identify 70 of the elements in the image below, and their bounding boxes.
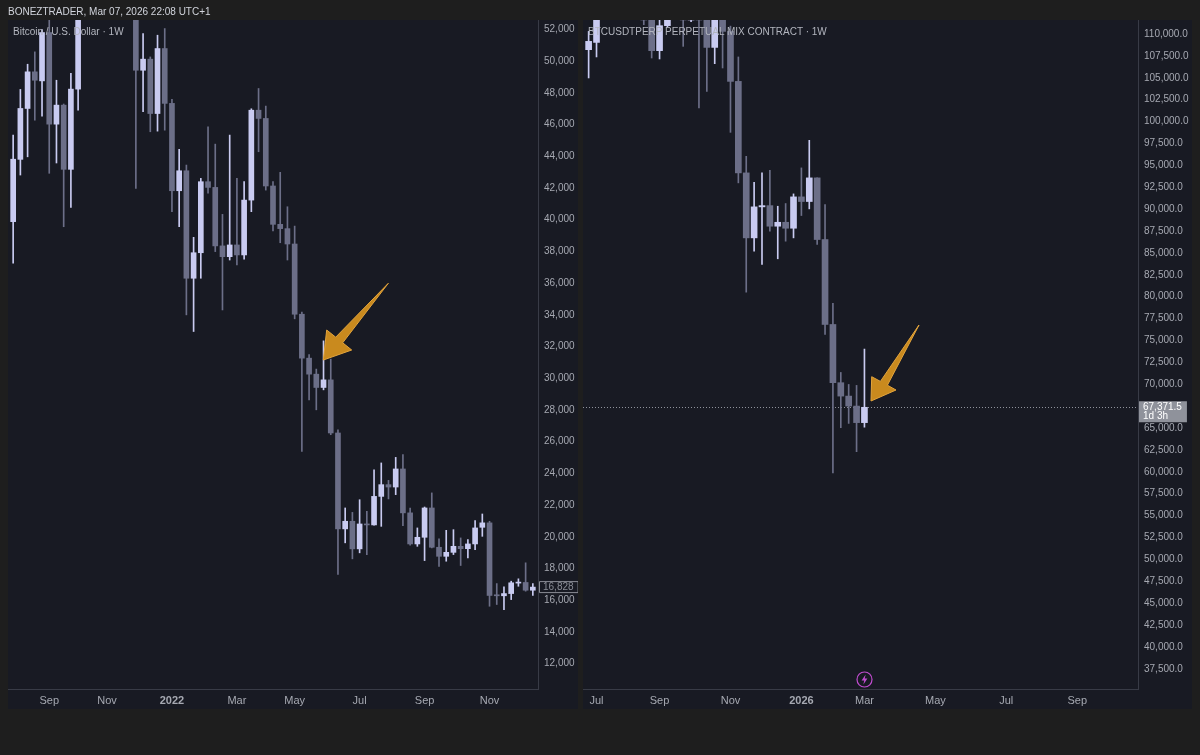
x-tick-label: Jul — [352, 693, 367, 706]
y-tick-label: 100,000.0 — [1144, 115, 1189, 127]
y-tick-label: 85,000.0 — [1144, 246, 1184, 258]
x-tick-label: 2022 — [159, 693, 185, 706]
y-tick-label: 14,000 — [544, 625, 576, 637]
x-tick-label: May — [924, 693, 947, 706]
x-tick-label: Sep — [1067, 693, 1087, 706]
y-tick-label: 105,000.0 — [1144, 71, 1189, 83]
y-tick-label: 48,000 — [544, 86, 576, 98]
y-tick-label: 46,000 — [544, 118, 576, 130]
y-tick-label: 45,000.0 — [1144, 596, 1184, 608]
x-tick-label: Jul — [999, 693, 1014, 706]
y-tick-label: 55,000.0 — [1144, 509, 1184, 521]
y-tick-label: 36,000 — [544, 276, 576, 288]
y-tick-label: 37,500.0 — [1144, 662, 1184, 674]
y-tick-label: 40,000 — [544, 213, 576, 225]
x-tick-label: Mar — [227, 693, 247, 706]
ref-line-label: 67,371.5 — [1143, 401, 1183, 413]
x-tick-label: Jul — [589, 693, 604, 706]
y-tick-label: 60,000.0 — [1144, 465, 1184, 477]
y-tick-label: 38,000 — [544, 245, 576, 257]
y-tick-label: 44,000 — [544, 150, 576, 162]
y-tick-label: 24,000 — [544, 467, 576, 479]
y-tick-label: 40,000.0 — [1144, 640, 1184, 652]
y-tick-label: 57,500.0 — [1144, 487, 1184, 499]
x-tick-label: Mar — [854, 693, 875, 706]
y-tick-label: 18,000 — [544, 562, 576, 574]
text: BONEZTRADER, Mar 07, 2026 22:08 UTC+1 — [8, 6, 211, 18]
y-tick-label: 52,000 — [544, 23, 576, 35]
y-tick-label: 110,000.0 — [1144, 27, 1189, 39]
y-tick-label: 22,000 — [544, 498, 576, 510]
y-tick-label: 34,000 — [544, 308, 576, 320]
x-tick-label: May — [284, 693, 306, 706]
x-tick-label: Nov — [97, 693, 118, 706]
x-tick-label: Nov — [720, 693, 741, 706]
y-tick-label: 107,500.0 — [1144, 49, 1189, 61]
y-tick-label: 16,000 — [544, 593, 576, 605]
y-tick-label: 65,000.0 — [1144, 421, 1184, 433]
y-tick-label: 52,500.0 — [1144, 531, 1184, 543]
y-tick-label: 30,000 — [544, 372, 576, 384]
text: 1d 3h — [1143, 410, 1169, 422]
y-tick-label: 50,000 — [544, 54, 576, 66]
y-tick-label: 75,000.0 — [1144, 334, 1184, 346]
y-tick-label: 77,500.0 — [1144, 312, 1184, 324]
y-tick-label: 50,000.0 — [1144, 553, 1184, 565]
y-tick-label: 97,500.0 — [1144, 137, 1184, 149]
annotation: 16,828 — [543, 580, 575, 592]
x-tick-label: 2026 — [789, 693, 814, 706]
x-tick-label: Sep — [649, 693, 670, 706]
y-tick-label: 82,500.0 — [1144, 268, 1184, 280]
y-tick-label: 47,500.0 — [1144, 575, 1184, 587]
y-tick-label: 102,500.0 — [1144, 93, 1189, 105]
y-tick-label: 95,000.0 — [1144, 159, 1184, 171]
y-tick-label: 12,000 — [544, 657, 576, 669]
x-tick-label: Sep — [414, 693, 435, 706]
y-tick-label: 28,000 — [544, 403, 576, 415]
y-tick-label: 80,000.0 — [1144, 290, 1184, 302]
y-tick-label: 42,000 — [544, 181, 576, 193]
y-tick-label: 42,500.0 — [1144, 618, 1184, 630]
y-tick-label: 72,500.0 — [1144, 356, 1184, 368]
y-tick-label: 20,000 — [544, 530, 576, 542]
y-tick-label: 92,500.0 — [1144, 181, 1184, 192]
y-tick-label: 26,000 — [544, 435, 576, 447]
x-tick-label: Nov — [479, 693, 500, 706]
x-tick-label: Sep — [39, 693, 60, 706]
y-tick-label: 32,000 — [544, 340, 576, 352]
y-tick-label: 90,000.0 — [1144, 202, 1184, 214]
y-tick-label: 70,000.0 — [1144, 378, 1184, 390]
y-tick-label: 87,500.0 — [1144, 224, 1184, 236]
y-tick-label: 62,500.0 — [1144, 443, 1184, 455]
